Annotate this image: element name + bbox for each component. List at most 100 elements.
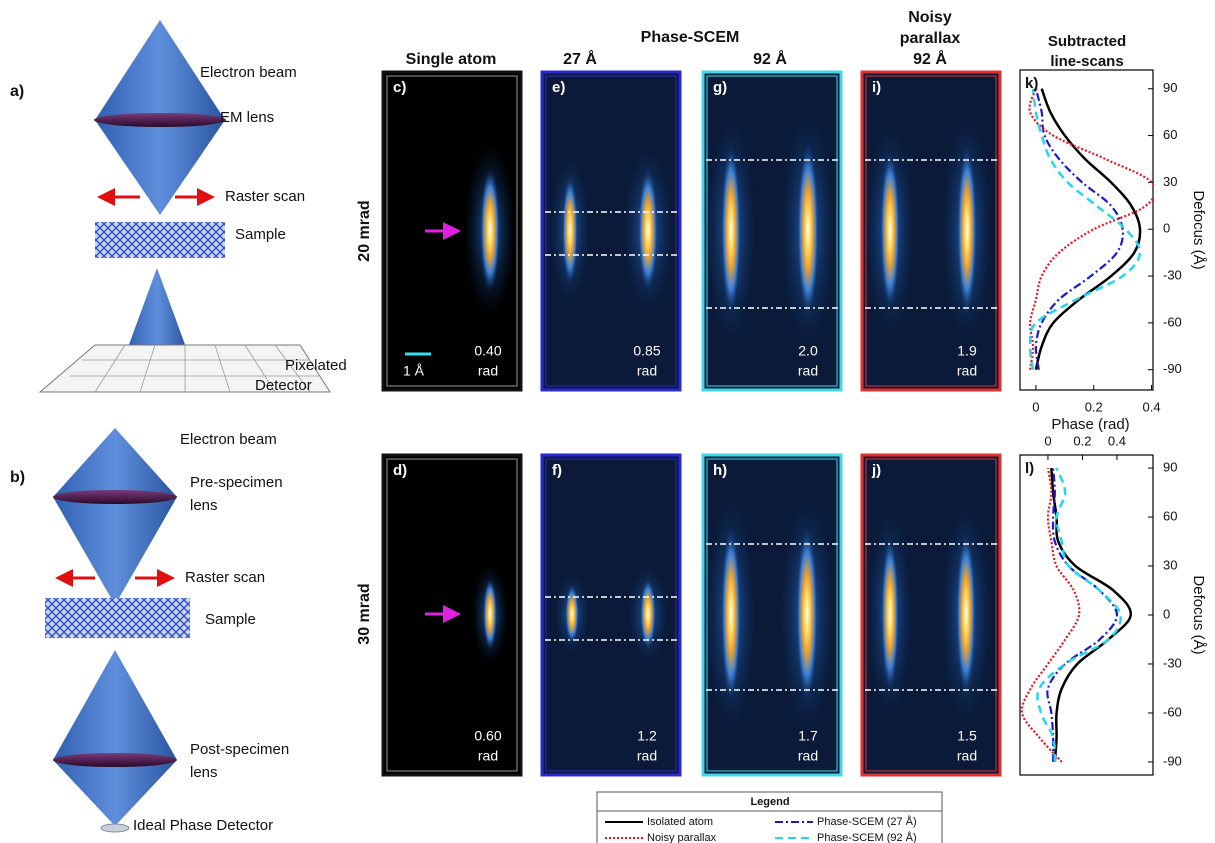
intensity-spot [957, 145, 977, 315]
intensity-spot [562, 175, 578, 285]
phase-value: 2.0 [798, 343, 818, 359]
legend-label: Isolated atom [647, 816, 713, 828]
row-label: 30 mrad [356, 583, 373, 644]
intensity-spot [565, 584, 579, 644]
phase-unit: rad [798, 363, 818, 379]
phase-unit: rad [478, 363, 498, 379]
figure: a) Electron beam EM lens Raster scan Sam… [0, 0, 1215, 843]
y-tick-label: 30 [1163, 174, 1177, 189]
diagram-b: b) Electron beam Pre-specimen lens Raste… [10, 428, 289, 834]
intensity-spot [640, 578, 656, 650]
cone [95, 120, 225, 215]
label: Pixelated [285, 357, 347, 374]
row-label: 20 mrad [356, 200, 373, 261]
phase-value: 1.2 [637, 728, 657, 744]
label: Ideal Phase Detector [133, 817, 273, 834]
lens [94, 113, 226, 127]
panel-label: i) [872, 79, 881, 96]
y-tick-label: -60 [1163, 314, 1182, 329]
phase-unit: rad [957, 363, 977, 379]
chart-title: Subtracted [1048, 33, 1126, 50]
phase-unit: rad [478, 748, 498, 764]
label: lens [190, 764, 218, 781]
phase-unit: rad [637, 748, 657, 764]
phase-value: 1.7 [798, 728, 818, 744]
x-axis-label: Phase (rad) [1051, 416, 1129, 433]
panel-label: e) [552, 79, 565, 96]
sample [45, 598, 190, 638]
phase-unit: rad [957, 748, 977, 764]
detector [101, 824, 129, 832]
label: Raster scan [185, 569, 265, 586]
panel-label: b) [10, 469, 25, 486]
x-tick-label: 0.4 [1143, 399, 1161, 414]
label: Sample [235, 226, 286, 243]
column-header: 92 Å [913, 49, 947, 68]
x-tick-label: 0.2 [1085, 399, 1103, 414]
label: Sample [205, 611, 256, 628]
legend-label: Noisy parallax [647, 832, 717, 843]
phase-value: 0.60 [474, 728, 501, 744]
scale-bar-label: 1 Å [403, 363, 425, 379]
y-tick-label: 90 [1163, 459, 1177, 474]
column-header: parallax [900, 30, 961, 47]
image-grid: c)0.40rade)0.85radg)2.0radi)1.9radd)0.60… [383, 72, 1000, 775]
label: Electron beam [180, 431, 277, 448]
lens [53, 490, 177, 504]
line-scan-chart: -90-60-30030609000.20.4l)Defocus (Å) [1020, 433, 1207, 775]
x-tick-label: 0 [1032, 399, 1039, 414]
panel-label: f) [552, 462, 562, 479]
sample [95, 222, 225, 258]
intensity-spot [796, 526, 818, 702]
phase-unit: rad [637, 363, 657, 379]
group-header: Phase-SCEM [641, 29, 740, 46]
intensity-spot [721, 145, 741, 315]
y-tick-label: 90 [1163, 80, 1177, 95]
panel-label: k) [1025, 75, 1038, 92]
legend-label: Phase-SCEM (27 Å) [817, 815, 917, 828]
y-tick-label: 0 [1163, 606, 1170, 621]
lens [53, 753, 177, 767]
phase-value: 1.5 [957, 728, 977, 744]
legend-title: Legend [750, 796, 789, 808]
y-tick-label: 60 [1163, 508, 1177, 523]
column-header: Noisy [908, 9, 952, 26]
y-tick-label: -30 [1163, 655, 1182, 670]
diagram-a: a) Electron beam EM lens Raster scan Sam… [10, 20, 347, 394]
intensity-spot [480, 168, 500, 292]
column-header: 92 Å [753, 49, 787, 68]
plot-area [1020, 455, 1153, 775]
cone [53, 428, 177, 497]
y-tick-label: 30 [1163, 557, 1177, 572]
x-tick-label: 0.2 [1073, 433, 1091, 448]
column-header: 27 Å [563, 49, 597, 68]
label: Electron beam [200, 64, 297, 81]
cone [127, 268, 187, 350]
x-tick-label: 0 [1044, 433, 1051, 448]
panel-label: d) [393, 462, 407, 479]
y-axis-label: Defocus (Å) [1190, 190, 1207, 269]
chart-title: line-scans [1050, 53, 1123, 70]
y-tick-label: -30 [1163, 267, 1182, 282]
intensity-spot [880, 150, 900, 310]
column-header: Single atom [406, 51, 497, 68]
phase-unit: rad [798, 748, 818, 764]
label: Detector [255, 377, 312, 394]
y-tick-label: -90 [1163, 361, 1182, 376]
panel-label: l) [1025, 460, 1034, 477]
label: Raster scan [225, 188, 305, 205]
cone [53, 497, 177, 605]
x-tick-label: 0.4 [1108, 433, 1126, 448]
label: EM lens [220, 109, 274, 126]
intensity-spot [956, 532, 976, 696]
intensity-spot [638, 168, 658, 292]
panel-label: h) [713, 462, 727, 479]
intensity-spot [881, 536, 899, 692]
label: Post-specimen [190, 741, 289, 758]
label: Pre-specimen [190, 474, 283, 491]
y-tick-label: 60 [1163, 127, 1177, 142]
panel-label: a) [10, 83, 24, 100]
cone [53, 650, 177, 760]
plot-area [1020, 70, 1153, 390]
